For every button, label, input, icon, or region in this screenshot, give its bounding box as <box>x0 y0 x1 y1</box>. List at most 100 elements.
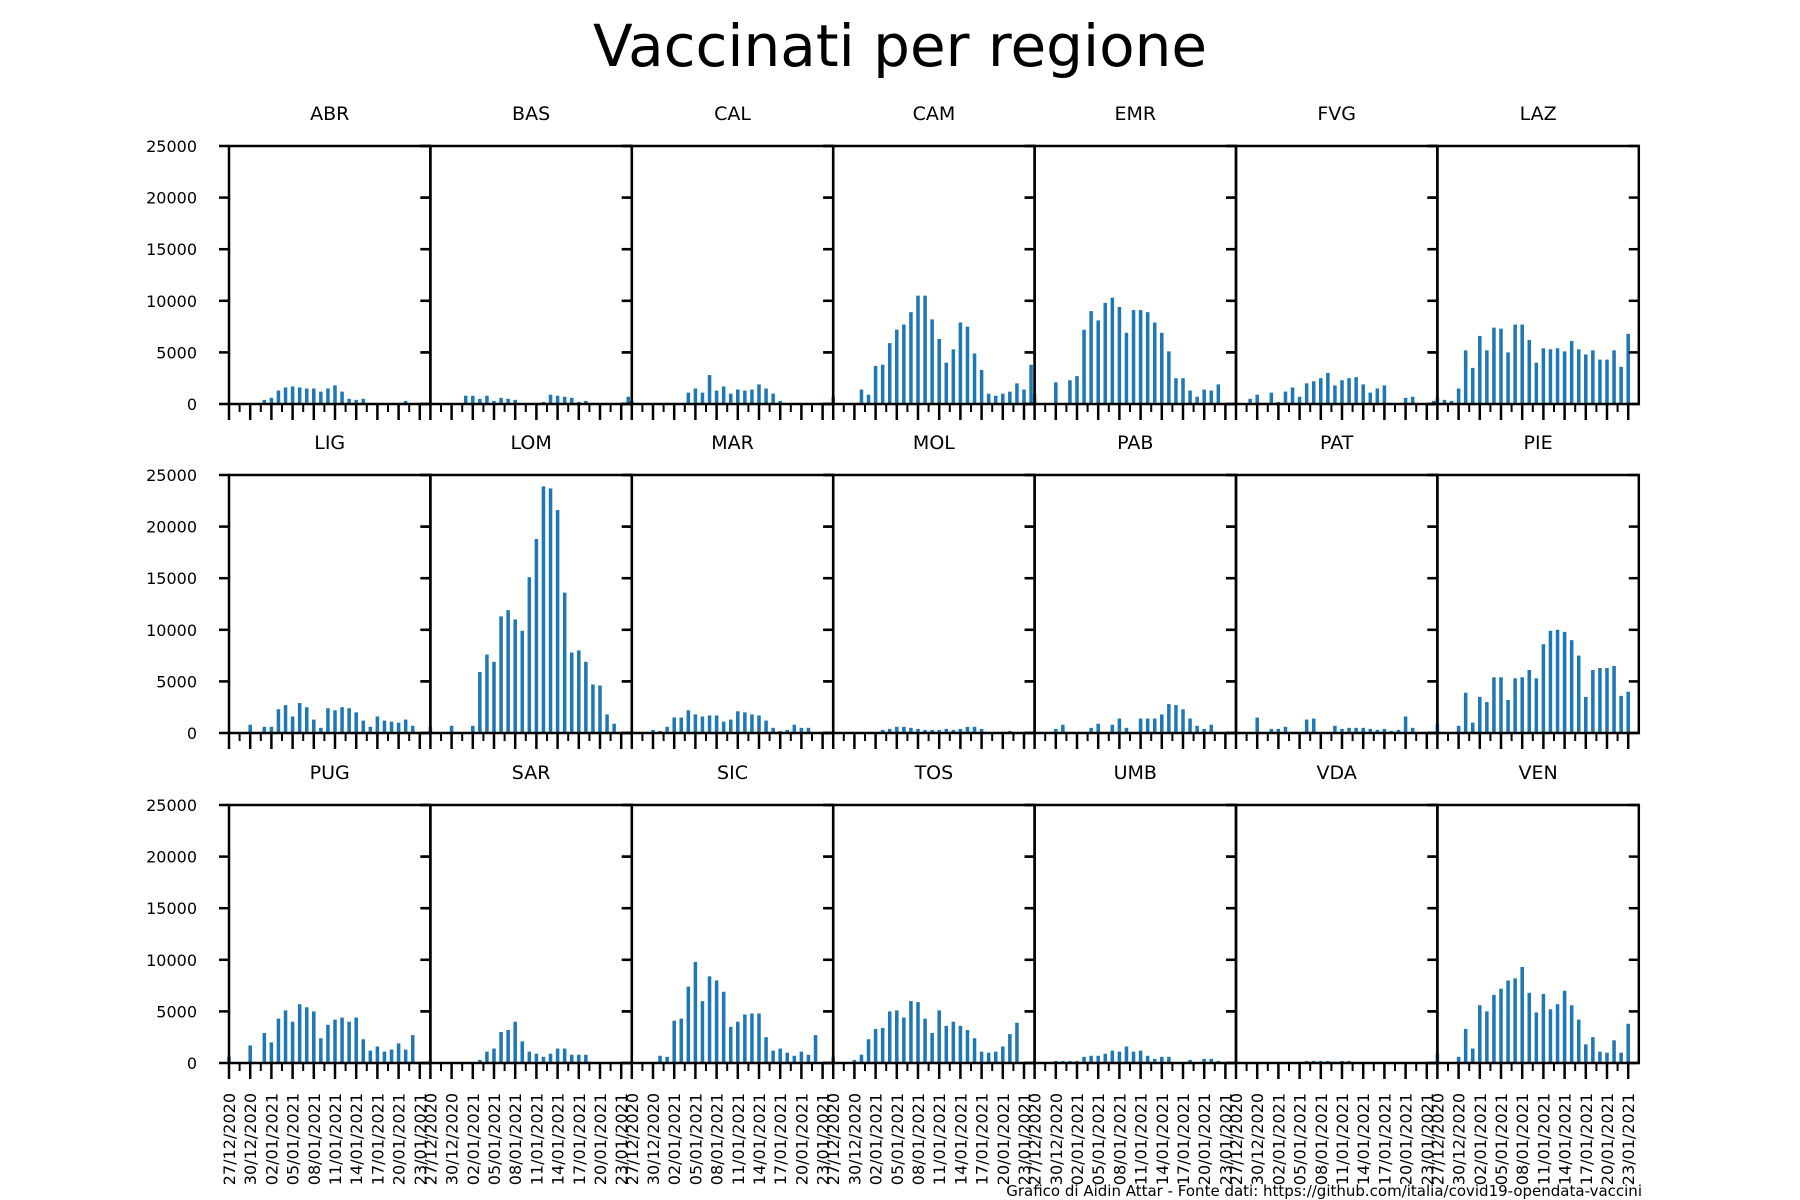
x-tick-label: 27/12/2020 <box>824 1093 843 1185</box>
y-tick-label: 0 <box>187 1054 197 1073</box>
panel-frame <box>1033 803 1238 1065</box>
bar <box>714 715 719 733</box>
bar <box>1145 312 1150 404</box>
x-tick-label: 20/01/2021 <box>591 1093 610 1185</box>
bar <box>1131 1051 1136 1063</box>
x-tick-label: 14/01/2021 <box>1153 1093 1172 1185</box>
x-tick-label: 17/01/2021 <box>1577 1093 1596 1185</box>
bar <box>485 1051 489 1063</box>
bar <box>771 1050 775 1063</box>
bar <box>513 1021 517 1063</box>
bar <box>1506 352 1510 404</box>
bar <box>707 375 712 404</box>
bar <box>1605 1052 1609 1063</box>
bar <box>1463 692 1468 733</box>
bar <box>612 723 616 733</box>
bar <box>577 650 581 733</box>
x-tick-label: 08/01/2021 <box>305 1093 324 1185</box>
bar <box>368 726 373 733</box>
bar <box>1138 310 1143 404</box>
x-tick-label: 30/12/2020 <box>241 1093 260 1185</box>
panel-title: BAS <box>512 103 550 125</box>
bar <box>1110 1050 1115 1063</box>
x-tick-label: 02/01/2021 <box>1068 1093 1087 1185</box>
bar <box>1103 1053 1108 1063</box>
x-tick-label: 20/01/2021 <box>792 1093 811 1185</box>
x-tick-label: 27/12/2020 <box>220 1093 239 1185</box>
bar <box>1361 727 1365 733</box>
x-tick-label: 30/12/2020 <box>1450 1093 1469 1185</box>
bar <box>1117 1051 1122 1063</box>
bar <box>478 672 482 733</box>
bar <box>1022 389 1026 404</box>
x-tick-label: 30/12/2020 <box>443 1093 462 1185</box>
bar <box>290 386 295 404</box>
bar <box>764 388 768 404</box>
bar <box>1432 400 1436 404</box>
bar <box>569 397 574 404</box>
bar <box>569 652 574 733</box>
bar <box>1368 392 1373 404</box>
bar <box>1470 367 1475 404</box>
bar <box>262 726 267 733</box>
bar <box>771 727 775 733</box>
bar <box>1527 992 1532 1063</box>
bar <box>410 1035 415 1063</box>
bar <box>1209 1058 1214 1063</box>
bar <box>361 398 366 404</box>
panel-title: EMR <box>1114 103 1156 125</box>
bar <box>304 707 309 733</box>
bar <box>569 1054 574 1063</box>
x-tick-label: 02/01/2021 <box>867 1093 886 1185</box>
x-tick-label: 08/01/2021 <box>1110 1093 1129 1185</box>
bar <box>1534 1012 1539 1063</box>
x-tick-label: 14/01/2021 <box>1354 1093 1373 1185</box>
bar <box>665 1056 669 1063</box>
bar <box>916 295 920 404</box>
bar <box>347 398 351 404</box>
x-tick-label: 17/01/2021 <box>973 1093 992 1185</box>
bar <box>1485 702 1489 733</box>
bar <box>485 395 489 404</box>
bar <box>555 510 560 733</box>
bar <box>1382 728 1387 733</box>
bar <box>859 1054 864 1063</box>
bar <box>958 322 963 404</box>
bar <box>506 398 510 404</box>
x-tick-label: 30/12/2020 <box>644 1093 663 1185</box>
bar <box>979 728 984 733</box>
bar <box>283 705 288 733</box>
bar <box>1333 385 1337 404</box>
bar <box>584 400 588 404</box>
panel-frame <box>1234 144 1439 406</box>
bar <box>1145 1055 1150 1063</box>
bar <box>1167 704 1171 733</box>
bar <box>958 728 963 733</box>
bar <box>1598 359 1602 404</box>
bar <box>679 717 684 733</box>
panel-frame <box>429 144 634 406</box>
x-tick-label: 11/01/2021 <box>930 1093 949 1185</box>
bar <box>555 395 560 404</box>
bar <box>714 390 719 404</box>
bar <box>806 1054 811 1063</box>
bar <box>1152 322 1157 404</box>
bar <box>1340 728 1344 733</box>
bar <box>693 714 698 733</box>
bar <box>333 385 337 404</box>
bar <box>584 1054 588 1063</box>
panel-pie: PIE <box>1427 432 1641 749</box>
bar <box>1576 655 1581 733</box>
bar <box>859 389 864 404</box>
bar <box>873 365 878 404</box>
x-tick-label: 08/01/2021 <box>708 1093 727 1185</box>
x-tick-label: 20/01/2021 <box>390 1093 409 1185</box>
bar <box>1276 728 1281 733</box>
bar <box>693 388 698 404</box>
panel-title: LIG <box>314 432 345 454</box>
bar <box>1368 728 1373 733</box>
bar <box>1195 396 1199 404</box>
x-tick-label: 02/01/2021 <box>665 1093 684 1185</box>
x-tick-label: 14/01/2021 <box>1556 1093 1575 1185</box>
bar <box>1096 723 1100 733</box>
